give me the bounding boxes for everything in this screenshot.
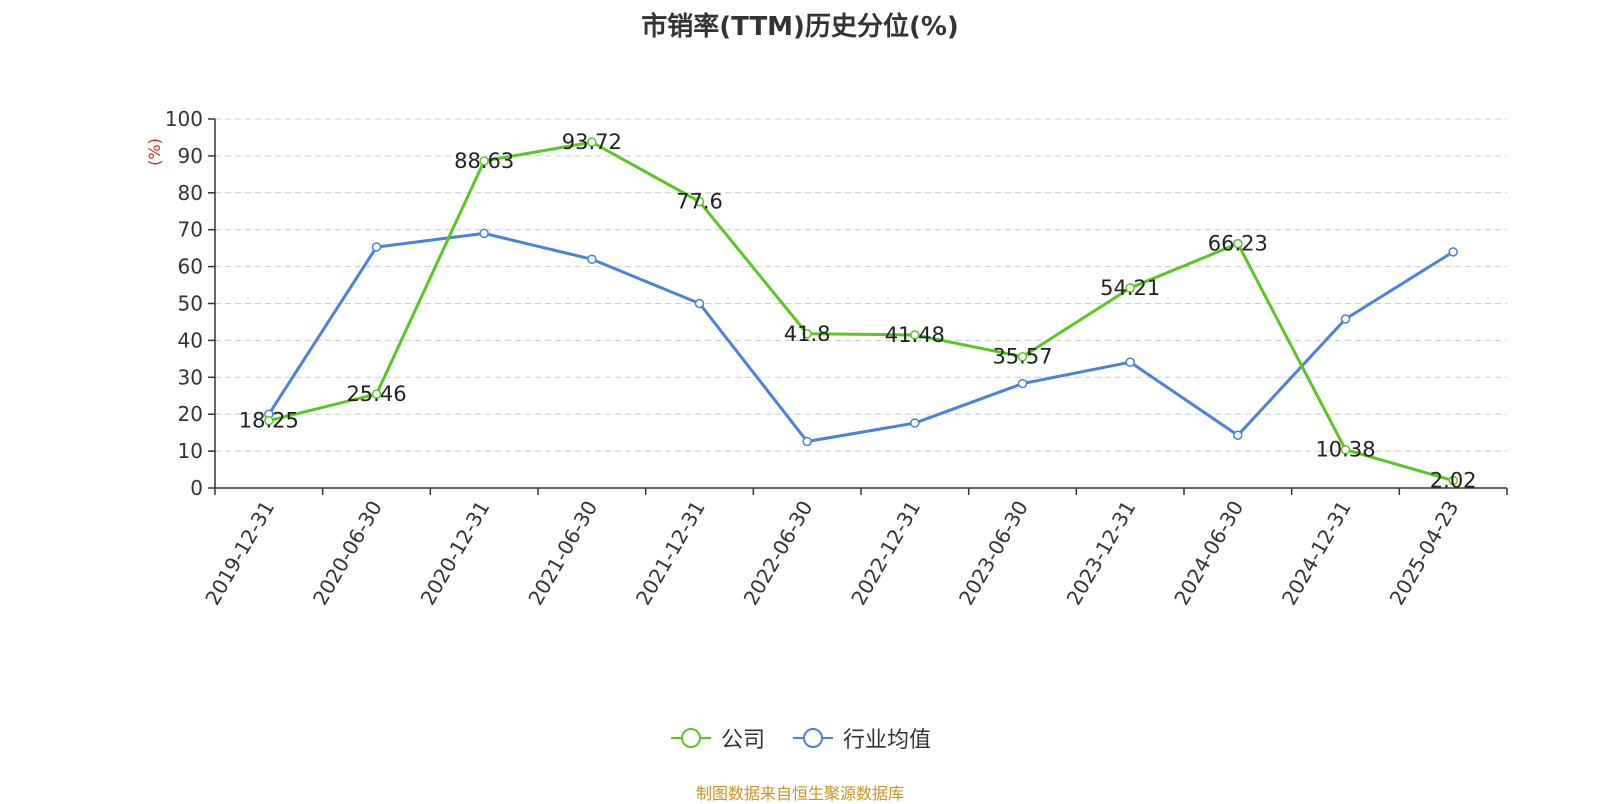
chart-title: 市销率(TTM)历史分位(%) (641, 12, 959, 42)
y-axis-label: (%) (145, 138, 164, 166)
y-tick-label: 20 (178, 402, 203, 426)
data-point-company (910, 330, 920, 340)
data-point-company (1233, 238, 1243, 249)
x-tick-label: 2025-04-23 (1385, 497, 1464, 610)
y-tick-label: 10 (178, 439, 203, 463)
legend-item-industry[interactable]: 行业均值 (791, 722, 931, 754)
legend-company-line-icon (670, 728, 711, 748)
x-tick-label: 2024-06-30 (1169, 497, 1248, 610)
y-tick-label: 90 (178, 144, 203, 168)
data-label-company: 10.38 (1315, 438, 1375, 462)
data-point-company (1448, 475, 1458, 486)
x-tick-label: 2022-06-30 (739, 497, 818, 610)
series-line-industry (267, 231, 1454, 444)
data-point-industry (802, 436, 812, 447)
data-point-industry (1448, 247, 1458, 257)
data-point-company (264, 415, 274, 426)
y-tick-label: 80 (178, 181, 203, 205)
data-label-company: 88.63 (454, 149, 514, 173)
x-tick-label: 2020-12-31 (416, 496, 495, 609)
x-tick-label: 2022-12-31 (846, 496, 925, 609)
x-tick-label: 2019-12-31 (200, 497, 279, 610)
series-layer (264, 137, 1458, 486)
legend-label-industry: 行业均值 (843, 728, 932, 753)
data-point-company (802, 329, 812, 339)
y-tick-label: 30 (178, 365, 203, 389)
data-label-company: 41.8 (784, 322, 831, 346)
data-point-company (694, 196, 705, 207)
y-tick-label: 40 (178, 328, 203, 352)
data-point-industry (1233, 430, 1243, 440)
data-point-industry (1017, 378, 1028, 389)
grid-lines (215, 118, 1507, 452)
data-label-company: 77.6 (676, 190, 723, 214)
data-label-company: 35.57 (992, 345, 1052, 369)
data-point-industry (694, 298, 705, 309)
data-point-company (587, 137, 597, 147)
legend-label-company: 公司 (720, 728, 765, 753)
data-point-industry (1340, 314, 1351, 324)
data-label-company: 18.25 (239, 409, 299, 433)
y-tick-label: 0 (190, 476, 203, 500)
y-tick-label: 70 (178, 218, 203, 242)
data-point-industry (371, 242, 382, 252)
x-tick-label: 2020-06-30 (308, 497, 387, 610)
data-point-industry (1125, 357, 1135, 367)
data-point-company (479, 156, 489, 166)
data-point-company (371, 389, 382, 399)
y-tick-label: 60 (178, 255, 203, 279)
legend: 公司 行业均值 (0, 722, 1600, 754)
data-label-company: 25.46 (346, 382, 406, 406)
x-tick-label: 2023-12-31 (1062, 497, 1141, 610)
data-point-industry (587, 254, 597, 264)
legend-industry-line-icon (793, 728, 833, 748)
x-tick-label: 2021-12-31 (631, 497, 710, 610)
y-tick-label: 100 (165, 107, 203, 131)
x-tick-label: 2024-12-31 (1277, 497, 1356, 610)
data-label-company: 66.23 (1208, 232, 1268, 256)
data-point-industry (910, 418, 920, 428)
data-point-company (1125, 283, 1135, 293)
data-label-company: 41.48 (885, 323, 945, 347)
series-line-company (268, 140, 1454, 482)
axes: 0 10 20 30 40 50 60 70 80 90 100(%) 2019-12-31 2020-… (145, 107, 1508, 610)
x-tick-label: 2023-06-30 (954, 497, 1033, 610)
legend-item-company[interactable]: 公司 (669, 722, 765, 754)
data-point-company (1340, 444, 1351, 455)
data-label-company: 2.02 (1430, 469, 1477, 493)
x-tick-label: 2021-06-30 (523, 497, 602, 610)
data-point-company (1017, 351, 1028, 362)
data-label-company: 93.72 (562, 130, 622, 154)
data-point-industry (479, 228, 489, 239)
data-labels: 18.25 25.46 88.63 93.72 77.6 41.8 41.48 35.57 54… (239, 130, 1477, 492)
source-footer: 制图数据来自恒生聚源数据库 (695, 784, 904, 803)
y-tick-label: 50 (178, 292, 203, 316)
data-label-company: 54.21 (1100, 276, 1160, 300)
